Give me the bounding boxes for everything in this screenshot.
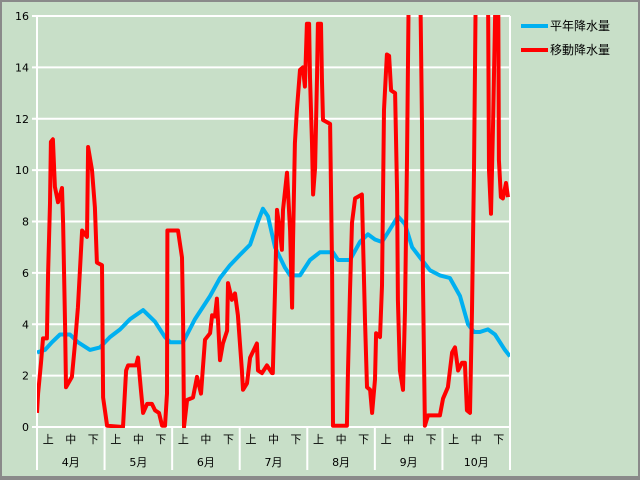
- y-tick-label: 6: [22, 267, 29, 280]
- dekad-label: 上: [245, 433, 256, 446]
- moving-precip-line: [37, 15, 510, 428]
- y-tick-label: 10: [15, 164, 29, 177]
- dekad-label: 中: [200, 433, 211, 446]
- dekad-label: 中: [65, 433, 76, 446]
- dekad-label: 中: [471, 433, 482, 446]
- dekad-label: 下: [493, 433, 504, 446]
- month-label: 4月: [62, 456, 80, 469]
- dekad-label: 中: [403, 433, 414, 446]
- dekad-label: 下: [155, 433, 166, 446]
- dekad-label: 上: [448, 433, 459, 446]
- legend-label: 平年降水量: [550, 19, 610, 33]
- normal-precip-line: [37, 206, 510, 358]
- dekad-label: 上: [43, 433, 54, 446]
- dekad-label: 中: [336, 433, 347, 446]
- dekad-label: 下: [88, 433, 99, 446]
- legend-label: 移動降水量: [550, 43, 610, 57]
- dekad-label: 中: [268, 433, 279, 446]
- dekad-label: 下: [291, 433, 302, 446]
- dekad-label: 中: [133, 433, 144, 446]
- dekad-label: 上: [381, 433, 392, 446]
- y-tick-label: 12: [15, 113, 29, 126]
- month-label: 8月: [332, 456, 350, 469]
- dekad-label: 下: [426, 433, 437, 446]
- month-label: 9月: [400, 456, 418, 469]
- dekad-label: 上: [313, 433, 324, 446]
- month-label: 6月: [197, 456, 215, 469]
- dekad-label: 上: [178, 433, 189, 446]
- y-tick-label: 4: [22, 318, 29, 331]
- y-tick-label: 8: [22, 216, 29, 229]
- month-label: 5月: [129, 456, 147, 469]
- y-tick-label: 14: [15, 61, 29, 74]
- y-tick-label: 2: [22, 370, 29, 383]
- dekad-label: 上: [110, 433, 121, 446]
- month-label: 10月: [464, 456, 489, 469]
- month-label: 7月: [265, 456, 283, 469]
- y-tick-label: 0: [22, 421, 29, 434]
- plot-area: [37, 15, 510, 428]
- y-tick-label: 16: [15, 10, 29, 23]
- dekad-label: 下: [358, 433, 369, 446]
- dekad-label: 下: [223, 433, 234, 446]
